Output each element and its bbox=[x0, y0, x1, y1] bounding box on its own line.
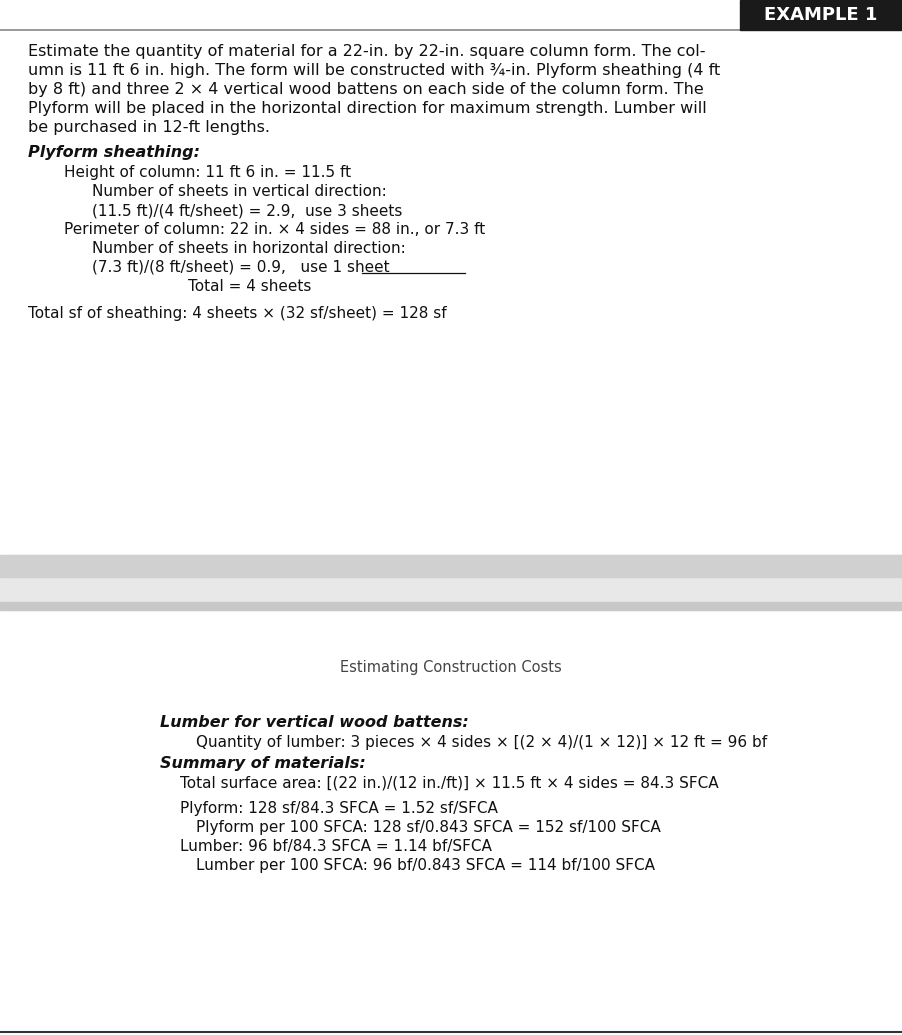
Text: Total surface area: [(22 in.)/(12 in./ft)] × 11.5 ft × 4 sides = 84.3 SFCA: Total surface area: [(22 in.)/(12 in./ft… bbox=[180, 776, 719, 791]
Text: Perimeter of column: 22 in. × 4 sides = 88 in., or 7.3 ft: Perimeter of column: 22 in. × 4 sides = … bbox=[64, 221, 485, 237]
Bar bbox=[0, 555, 902, 576]
Text: Total = 4 sheets: Total = 4 sheets bbox=[188, 279, 311, 294]
Text: be purchased in 12-ft lengths.: be purchased in 12-ft lengths. bbox=[28, 120, 270, 135]
Text: by 8 ft) and three 2 × 4 vertical wood battens on each side of the column form. : by 8 ft) and three 2 × 4 vertical wood b… bbox=[28, 82, 704, 97]
Text: Plyform per 100 SFCA: 128 sf/0.843 SFCA = 152 sf/100 SFCA: Plyform per 100 SFCA: 128 sf/0.843 SFCA … bbox=[196, 820, 661, 835]
Text: Lumber per 100 SFCA: 96 bf/0.843 SFCA = 114 bf/100 SFCA: Lumber per 100 SFCA: 96 bf/0.843 SFCA = … bbox=[196, 858, 655, 873]
Text: Quantity of lumber: 3 pieces × 4 sides × [(2 × 4)/(1 × 12)] × 12 ft = 96 bf: Quantity of lumber: 3 pieces × 4 sides ×… bbox=[196, 735, 767, 750]
Text: Plyform: 128 sf/84.3 SFCA = 1.52 sf/SFCA: Plyform: 128 sf/84.3 SFCA = 1.52 sf/SFCA bbox=[180, 801, 498, 816]
Text: (7.3 ft)/(8 ft/sheet) = 0.9,   use 1 sheet: (7.3 ft)/(8 ft/sheet) = 0.9, use 1 sheet bbox=[92, 260, 390, 275]
Text: Height of column: 11 ft 6 in. = 11.5 ft: Height of column: 11 ft 6 in. = 11.5 ft bbox=[64, 165, 351, 180]
Text: Summary of materials:: Summary of materials: bbox=[160, 756, 365, 771]
Text: Lumber: 96 bf/84.3 SFCA = 1.14 bf/SFCA: Lumber: 96 bf/84.3 SFCA = 1.14 bf/SFCA bbox=[180, 839, 492, 854]
Text: Estimating Construction Costs: Estimating Construction Costs bbox=[340, 660, 562, 675]
Text: (11.5 ft)/(4 ft/sheet) = 2.9,  use 3 sheets: (11.5 ft)/(4 ft/sheet) = 2.9, use 3 shee… bbox=[92, 203, 402, 218]
Text: Estimate the quantity of material for a 22-in. by 22-in. square column form. The: Estimate the quantity of material for a … bbox=[28, 45, 705, 59]
Text: Plyform will be placed in the horizontal direction for maximum strength. Lumber : Plyform will be placed in the horizontal… bbox=[28, 101, 707, 116]
Bar bbox=[0, 555, 902, 610]
Text: Number of sheets in horizontal direction:: Number of sheets in horizontal direction… bbox=[92, 241, 406, 256]
Text: Lumber for vertical wood battens:: Lumber for vertical wood battens: bbox=[160, 715, 469, 730]
Bar bbox=[0, 601, 902, 610]
Text: umn is 11 ft 6 in. high. The form will be constructed with ¾-in. Plyform sheathi: umn is 11 ft 6 in. high. The form will b… bbox=[28, 63, 721, 78]
Text: Plyform sheathing:: Plyform sheathing: bbox=[28, 145, 200, 160]
Text: Total sf of sheathing: 4 sheets × (32 sf/sheet) = 128 sf: Total sf of sheathing: 4 sheets × (32 sf… bbox=[28, 306, 446, 321]
Text: Number of sheets in vertical direction:: Number of sheets in vertical direction: bbox=[92, 184, 387, 199]
Text: EXAMPLE 1: EXAMPLE 1 bbox=[764, 6, 878, 24]
Bar bbox=[740, 0, 902, 30]
